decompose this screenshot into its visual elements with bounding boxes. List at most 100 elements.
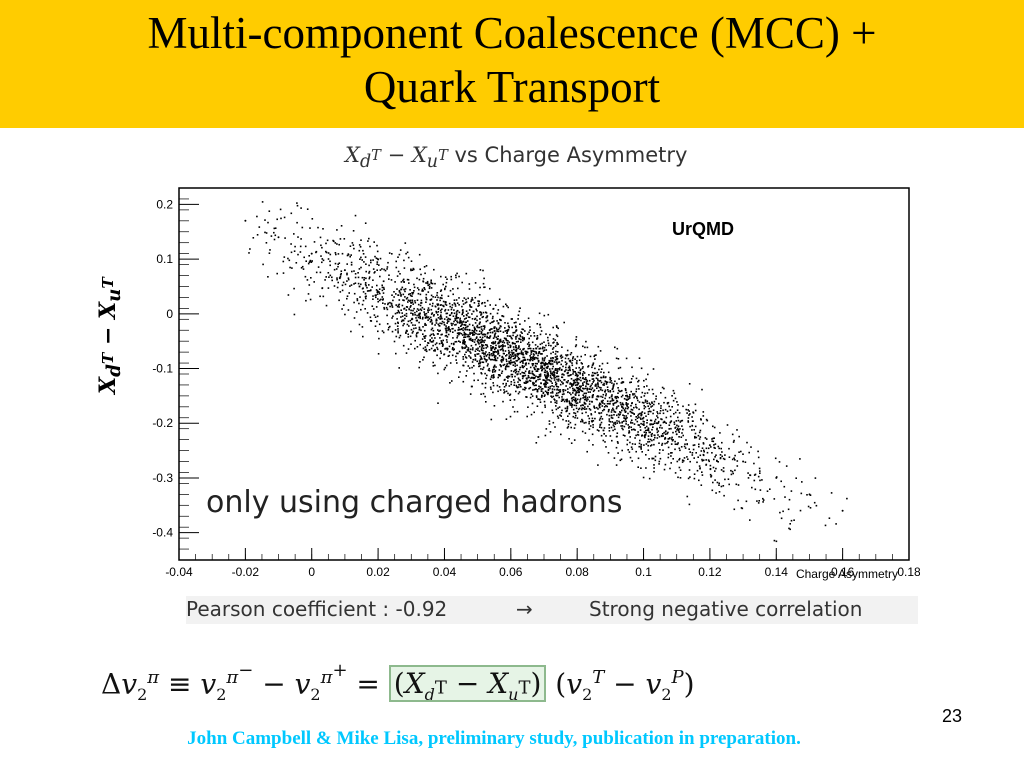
scatter-point — [417, 331, 419, 334]
scatter-point — [691, 424, 693, 427]
scatter-point — [495, 351, 498, 353]
scatter-point — [535, 352, 537, 355]
scatter-point — [637, 466, 639, 468]
scatter-point — [652, 412, 654, 415]
scatter-point — [574, 398, 577, 400]
scatter-point — [569, 386, 571, 389]
scatter-point — [581, 419, 584, 422]
scatter-point — [476, 324, 479, 327]
scatter-point — [333, 240, 335, 243]
scatter-point — [346, 280, 348, 282]
scatter-point — [544, 356, 546, 359]
scatter-point — [689, 425, 691, 428]
scatter-point — [497, 335, 499, 338]
scatter-point — [405, 352, 408, 354]
scatter-point — [582, 394, 584, 396]
scatter-point — [613, 457, 616, 459]
scatter-point — [611, 409, 613, 411]
scatter-point — [566, 349, 569, 352]
scatter-point — [494, 340, 497, 343]
scatter-point — [486, 299, 489, 302]
scatter-point — [480, 332, 483, 335]
scatter-point — [664, 421, 666, 423]
scatter-point — [340, 270, 343, 272]
scatter-point — [645, 443, 648, 445]
scatter-point — [597, 374, 599, 376]
scatter-point — [688, 448, 690, 450]
scatter-point — [467, 350, 469, 352]
scatter-point — [431, 312, 434, 314]
scatter-point — [512, 331, 514, 334]
scatter-point — [333, 285, 336, 287]
scatter-point — [388, 326, 390, 329]
scatter-point — [517, 370, 520, 373]
scatter-point — [662, 409, 664, 412]
scatter-point — [482, 361, 485, 364]
scatter-point — [573, 412, 575, 414]
scatter-point — [555, 408, 558, 411]
scatter-point — [353, 283, 355, 285]
scatter-point — [549, 374, 552, 377]
scatter-point — [307, 262, 310, 265]
scatter-point — [478, 333, 481, 335]
scatter-point — [540, 396, 543, 398]
scatter-point — [514, 343, 516, 345]
scatter-point — [497, 376, 499, 379]
scatter-point — [606, 381, 609, 383]
scatter-point — [469, 332, 471, 334]
scatter-point — [478, 339, 481, 342]
scatter-point — [476, 326, 478, 328]
scatter-point — [675, 420, 678, 422]
scatter-point — [482, 282, 485, 285]
scatter-point — [594, 417, 596, 420]
scatter-point — [425, 282, 427, 284]
scatter-point — [369, 245, 371, 248]
scatter-point — [582, 382, 584, 384]
scatter-point — [759, 472, 761, 474]
scatter-point — [650, 435, 653, 437]
scatter-point — [453, 309, 455, 311]
scatter-point — [715, 492, 717, 494]
scatter-point — [488, 329, 491, 331]
scatter-point — [268, 210, 271, 212]
scatter-point — [446, 319, 449, 321]
scatter-point — [300, 238, 302, 240]
scatter-point — [425, 324, 427, 326]
scatter-point — [541, 368, 544, 371]
scatter-point — [444, 301, 447, 303]
scatter-point — [630, 390, 632, 393]
scatter-point — [514, 369, 516, 372]
scatter-point — [556, 415, 559, 418]
scatter-point — [539, 353, 542, 355]
scatter-point — [265, 242, 268, 244]
scatter-point — [300, 267, 303, 269]
scatter-point — [502, 352, 505, 355]
scatter-point — [549, 370, 552, 372]
scatter-point — [724, 454, 726, 456]
scatter-point — [662, 412, 665, 415]
scatter-point — [630, 404, 632, 407]
scatter-point — [451, 324, 453, 327]
scatter-point — [462, 303, 465, 305]
scatter-point — [462, 380, 465, 383]
scatter-point — [392, 299, 394, 302]
scatter-point — [632, 393, 634, 395]
scatter-point — [357, 276, 360, 279]
scatter-point — [437, 402, 439, 404]
scatter-point — [464, 336, 467, 338]
scatter-point — [687, 458, 689, 460]
scatter-point — [494, 355, 497, 357]
scatter-point — [578, 390, 580, 393]
scatter-point — [620, 395, 623, 398]
scatter-point — [633, 393, 636, 395]
scatter-point — [631, 429, 633, 431]
scatter-point — [416, 277, 418, 280]
scatter-point — [569, 353, 572, 356]
scatter-point — [582, 374, 584, 377]
scatter-point — [627, 449, 629, 451]
scatter-point — [410, 301, 413, 304]
scatter-point — [434, 305, 437, 308]
scatter-point — [609, 377, 612, 380]
scatter-point — [573, 404, 576, 407]
scatter-point — [456, 317, 458, 320]
